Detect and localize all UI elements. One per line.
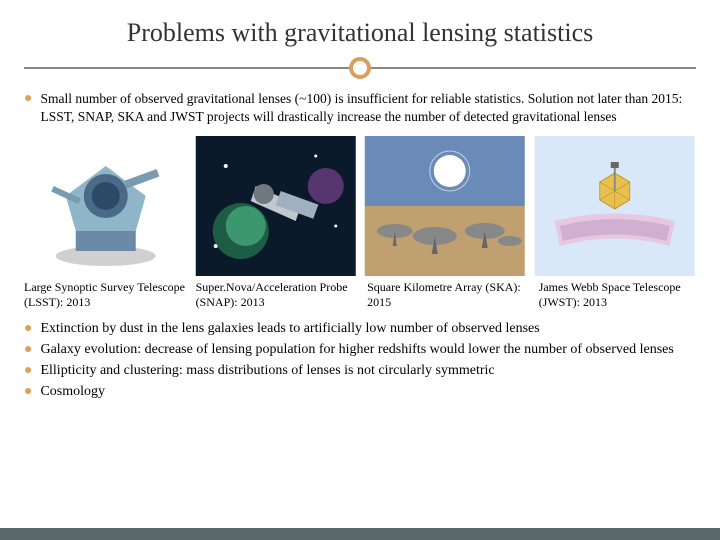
bullet-dot-icon: ●	[24, 341, 32, 360]
list-item: ● Extinction by dust in the lens galaxie…	[24, 320, 696, 339]
snap-probe-icon	[194, 136, 358, 276]
list-item: ● Cosmology	[24, 383, 696, 402]
bullet-dot-icon: ●	[24, 362, 32, 381]
top-bullet-text: Small number of observed gravitational l…	[40, 90, 696, 126]
image-jwst	[533, 136, 697, 276]
bullet-dot-icon: ●	[24, 383, 32, 402]
divider-circle-icon	[349, 57, 371, 79]
list-item: ● Ellipticity and clustering: mass distr…	[24, 362, 696, 381]
title-divider	[24, 54, 696, 82]
list-item: ● Galaxy evolution: decrease of lensing …	[24, 341, 696, 360]
bullet-dot-icon: ●	[24, 320, 32, 339]
top-bullet-item: ● Small number of observed gravitational…	[24, 90, 696, 126]
footer-bar	[0, 528, 720, 540]
bullet-text: Ellipticity and clustering: mass distrib…	[40, 362, 494, 381]
slide-title: Problems with gravitational lensing stat…	[24, 18, 696, 48]
bottom-bullet-list: ● Extinction by dust in the lens galaxie…	[24, 320, 696, 404]
slide-container: Problems with gravitational lensing stat…	[0, 0, 720, 540]
caption-jwst: James Webb Space Telescope (JWST): 2013	[539, 280, 696, 310]
jwst-telescope-icon	[533, 136, 697, 276]
telescope-images-row	[24, 136, 696, 276]
caption-lsst: Large Synoptic Survey Telescope (LSST): …	[24, 280, 190, 310]
lsst-telescope-icon	[24, 136, 188, 276]
ska-array-icon	[363, 136, 527, 276]
bullet-text: Extinction by dust in the lens galaxies …	[40, 320, 539, 339]
caption-snap: Super.Nova/Acceleration Probe (SNAP): 20…	[196, 280, 362, 310]
bullet-dot-icon: ●	[24, 90, 32, 126]
captions-row: Large Synoptic Survey Telescope (LSST): …	[24, 280, 696, 310]
image-snap	[194, 136, 358, 276]
image-ska	[363, 136, 527, 276]
bullet-text: Cosmology	[40, 383, 105, 402]
image-lsst	[24, 136, 188, 276]
caption-ska: Square Kilometre Array (SKA): 2015	[367, 280, 533, 310]
bullet-text: Galaxy evolution: decrease of lensing po…	[40, 341, 673, 360]
